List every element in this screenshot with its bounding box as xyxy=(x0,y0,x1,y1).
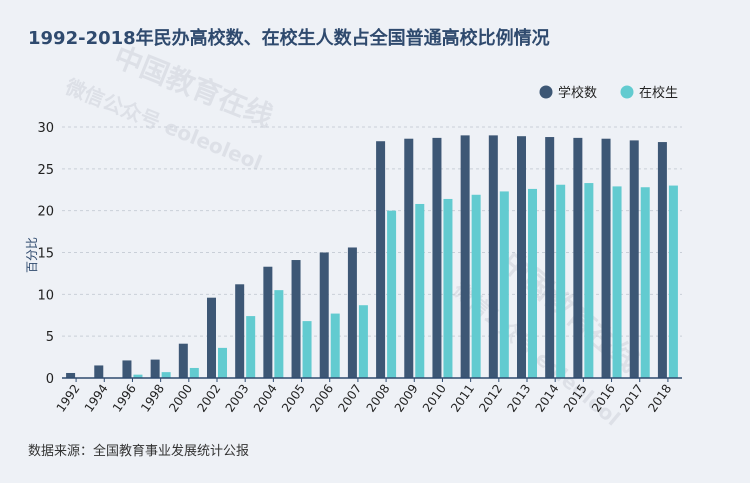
y-tick-label: 20 xyxy=(37,205,54,220)
x-tick-label: 2008 xyxy=(364,382,393,415)
bar-schools xyxy=(432,137,442,378)
bar-schools xyxy=(150,359,160,378)
legend-swatch-students xyxy=(620,85,634,99)
x-tick-label: 2018 xyxy=(645,382,674,415)
x-tick-label: 2006 xyxy=(307,382,336,415)
bar-students xyxy=(246,316,256,378)
x-tick-label: 2007 xyxy=(335,382,364,415)
y-tick-label: 0 xyxy=(46,372,54,387)
y-tick-label: 30 xyxy=(37,121,54,136)
bar-schools xyxy=(404,138,414,378)
bar-students xyxy=(612,186,622,378)
y-tick-label: 25 xyxy=(37,163,54,178)
bar-schools xyxy=(601,138,611,378)
x-tick-label: 2012 xyxy=(476,382,505,415)
y-tick-label: 15 xyxy=(37,247,54,262)
x-tick-label: 2009 xyxy=(392,382,421,415)
bar-schools xyxy=(178,343,188,378)
bar-schools xyxy=(629,140,639,378)
legend-label-schools: 学校数 xyxy=(558,85,597,101)
bar-schools xyxy=(376,141,386,378)
x-tick-label: 2005 xyxy=(279,382,308,415)
bar-students xyxy=(387,210,397,378)
bar-students xyxy=(161,372,171,378)
x-tick-label: 1992 xyxy=(54,382,83,415)
bar-schools xyxy=(657,142,667,378)
legend-swatch-schools xyxy=(539,85,553,99)
legend-label-students: 在校生 xyxy=(639,85,678,101)
bars xyxy=(66,135,678,378)
bar-schools xyxy=(517,136,526,378)
bar-students xyxy=(556,184,566,378)
bar-schools xyxy=(66,372,76,378)
bar-schools xyxy=(573,137,583,378)
legend: 学校数 在校生 xyxy=(539,85,678,101)
bar-schools xyxy=(263,266,273,378)
bar-students xyxy=(640,187,650,378)
bar-schools xyxy=(545,137,555,378)
bar-schools xyxy=(291,260,301,378)
bar-students xyxy=(415,203,425,378)
bar-students xyxy=(189,367,199,378)
bar-students xyxy=(218,347,227,378)
bar-schools xyxy=(94,365,104,378)
bar-students xyxy=(584,183,594,378)
bar-students xyxy=(668,185,678,378)
chart-title: 1992-2018年民办高校数、在校生人数占全国普通高校比例情况 xyxy=(28,28,550,49)
bar-students xyxy=(274,290,284,378)
x-tick-label: 2002 xyxy=(194,382,223,415)
y-axis-label: 百分比 xyxy=(25,237,39,273)
x-tick-label: 2003 xyxy=(223,382,252,415)
y-tick-label: 5 xyxy=(46,330,54,345)
x-tick-label: 2000 xyxy=(166,382,195,415)
bar-students xyxy=(528,188,537,378)
x-tick-label: 2013 xyxy=(504,382,533,415)
y-tick-label: 10 xyxy=(37,288,54,303)
bar-students xyxy=(133,374,143,378)
x-tick-label: 2004 xyxy=(251,382,280,415)
bar-schools xyxy=(207,297,216,378)
bar-schools xyxy=(235,284,245,378)
bar-students xyxy=(499,191,509,378)
bar-students xyxy=(330,313,340,378)
bar-schools xyxy=(460,135,470,378)
bar-schools xyxy=(488,135,498,378)
bar-students xyxy=(358,305,368,378)
bar-students xyxy=(302,321,312,378)
x-tick-label: 1996 xyxy=(110,382,139,415)
bar-schools xyxy=(319,252,329,378)
x-tick-label: 2010 xyxy=(420,382,449,415)
bar-students xyxy=(443,198,453,378)
x-tick-label: 1998 xyxy=(138,382,167,415)
x-tick-label: 1994 xyxy=(82,382,111,415)
bar-schools xyxy=(122,360,132,378)
x-tick-label: 2017 xyxy=(617,382,646,415)
bar-students xyxy=(471,194,481,378)
bar-schools xyxy=(347,247,357,378)
x-tick-label: 2011 xyxy=(448,382,477,415)
data-source-note: 数据来源：全国教育事业发展统计公报 xyxy=(28,444,250,459)
